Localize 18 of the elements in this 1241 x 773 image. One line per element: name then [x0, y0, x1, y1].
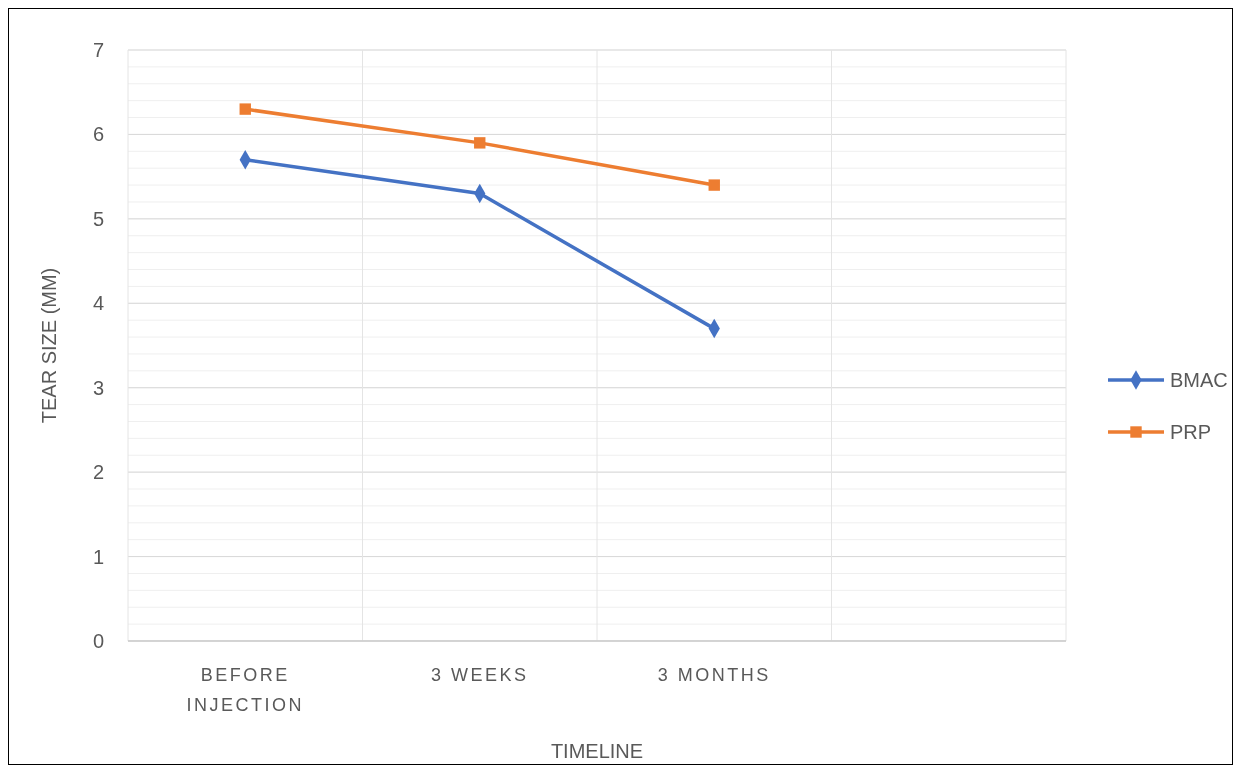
point	[239, 103, 251, 115]
point	[474, 137, 486, 149]
y-tick-label: 6	[92, 123, 104, 146]
y-tick-label: 4	[92, 292, 104, 315]
legend-label: BMAC	[1170, 369, 1228, 391]
y-axis-title: TEAR SIZE (MM)	[38, 267, 60, 424]
y-tick-label: 0	[92, 630, 104, 652]
y-tick-label: 1	[92, 545, 104, 568]
x-tick-label: 3 MONTHS	[657, 665, 771, 685]
y-tick-label: 3	[92, 376, 104, 399]
x-axis-title: TIMELINE	[550, 740, 644, 762]
x-tick-label: BEFORE INJECTION	[186, 665, 305, 715]
legend-label: PRP	[1170, 421, 1212, 443]
y-tick-label: 7	[92, 39, 104, 61]
point	[708, 179, 720, 191]
x-tick-label: 3 WEEKS	[430, 665, 529, 685]
y-tick-label: 2	[92, 461, 104, 484]
y-tick-label: 5	[92, 207, 104, 230]
